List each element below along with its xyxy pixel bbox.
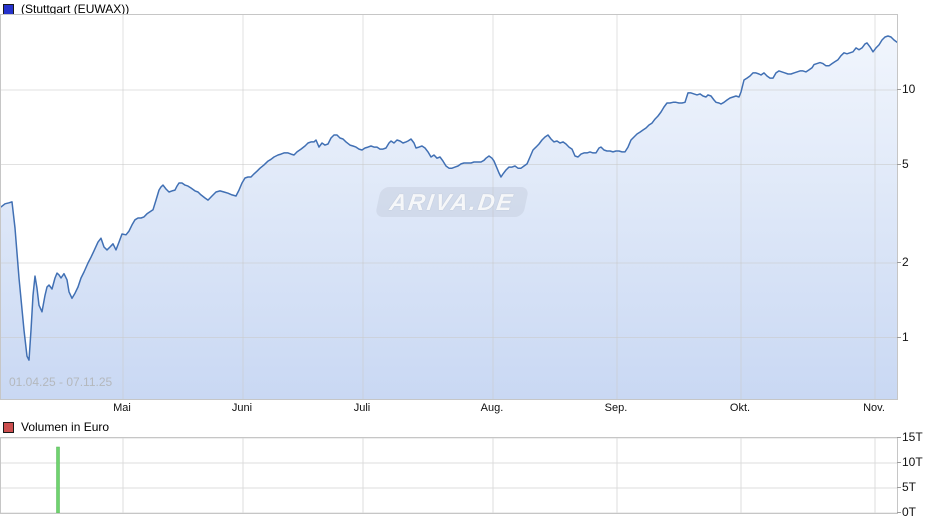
volume-chart-canvas <box>1 438 897 513</box>
price-y-tick <box>897 164 901 165</box>
volume-plot-area <box>0 437 898 514</box>
volume-y-tick-label: 10T <box>902 455 923 469</box>
ariva-watermark-text: ARIVA.DE <box>388 188 517 215</box>
period-label: 01.04.25 - 07.11.25 <box>9 375 113 389</box>
ariva-watermark: ARIVA.DE <box>374 187 530 217</box>
x-tick-label: Juni <box>231 402 253 414</box>
volume-y-tick <box>897 512 901 513</box>
price-y-tick <box>897 337 901 338</box>
price-chart-title: (Stuttgart (EUWAX)) <box>21 2 130 16</box>
price-plot-area: ARIVA.DE 01.04.25 - 07.11.25 <box>0 14 898 400</box>
price-y-tick <box>897 89 901 90</box>
volume-y-tick-label: 5T <box>902 480 917 494</box>
price-y-tick-label: 10 <box>902 82 916 96</box>
x-tick-label: Aug. <box>480 402 504 414</box>
price-y-tick <box>897 262 901 263</box>
volume-chart-title: Volumen in Euro <box>21 420 110 434</box>
volume-chart-legend: Volumen in Euro <box>3 420 109 434</box>
x-tick-label: Sep. <box>604 402 628 414</box>
price-series-swatch-icon <box>3 3 14 15</box>
price-chart-canvas <box>1 15 897 399</box>
x-tick-label: Nov. <box>863 402 885 414</box>
volume-y-tick-label: 15T <box>902 430 923 444</box>
volume-y-tick-label: 0T <box>902 505 917 519</box>
x-tick-label: Mai <box>113 402 131 414</box>
price-y-tick-label: 2 <box>902 254 909 269</box>
price-y-tick-label: 5 <box>902 156 909 171</box>
volume-series-swatch-icon <box>3 421 14 433</box>
price-y-tick-label: 1 <box>902 329 909 344</box>
volume-y-tick <box>897 462 901 463</box>
volume-y-tick <box>897 487 901 488</box>
volume-y-tick <box>897 437 901 438</box>
x-tick-label: Juli <box>353 402 371 414</box>
x-tick-label: Okt. <box>729 402 751 414</box>
